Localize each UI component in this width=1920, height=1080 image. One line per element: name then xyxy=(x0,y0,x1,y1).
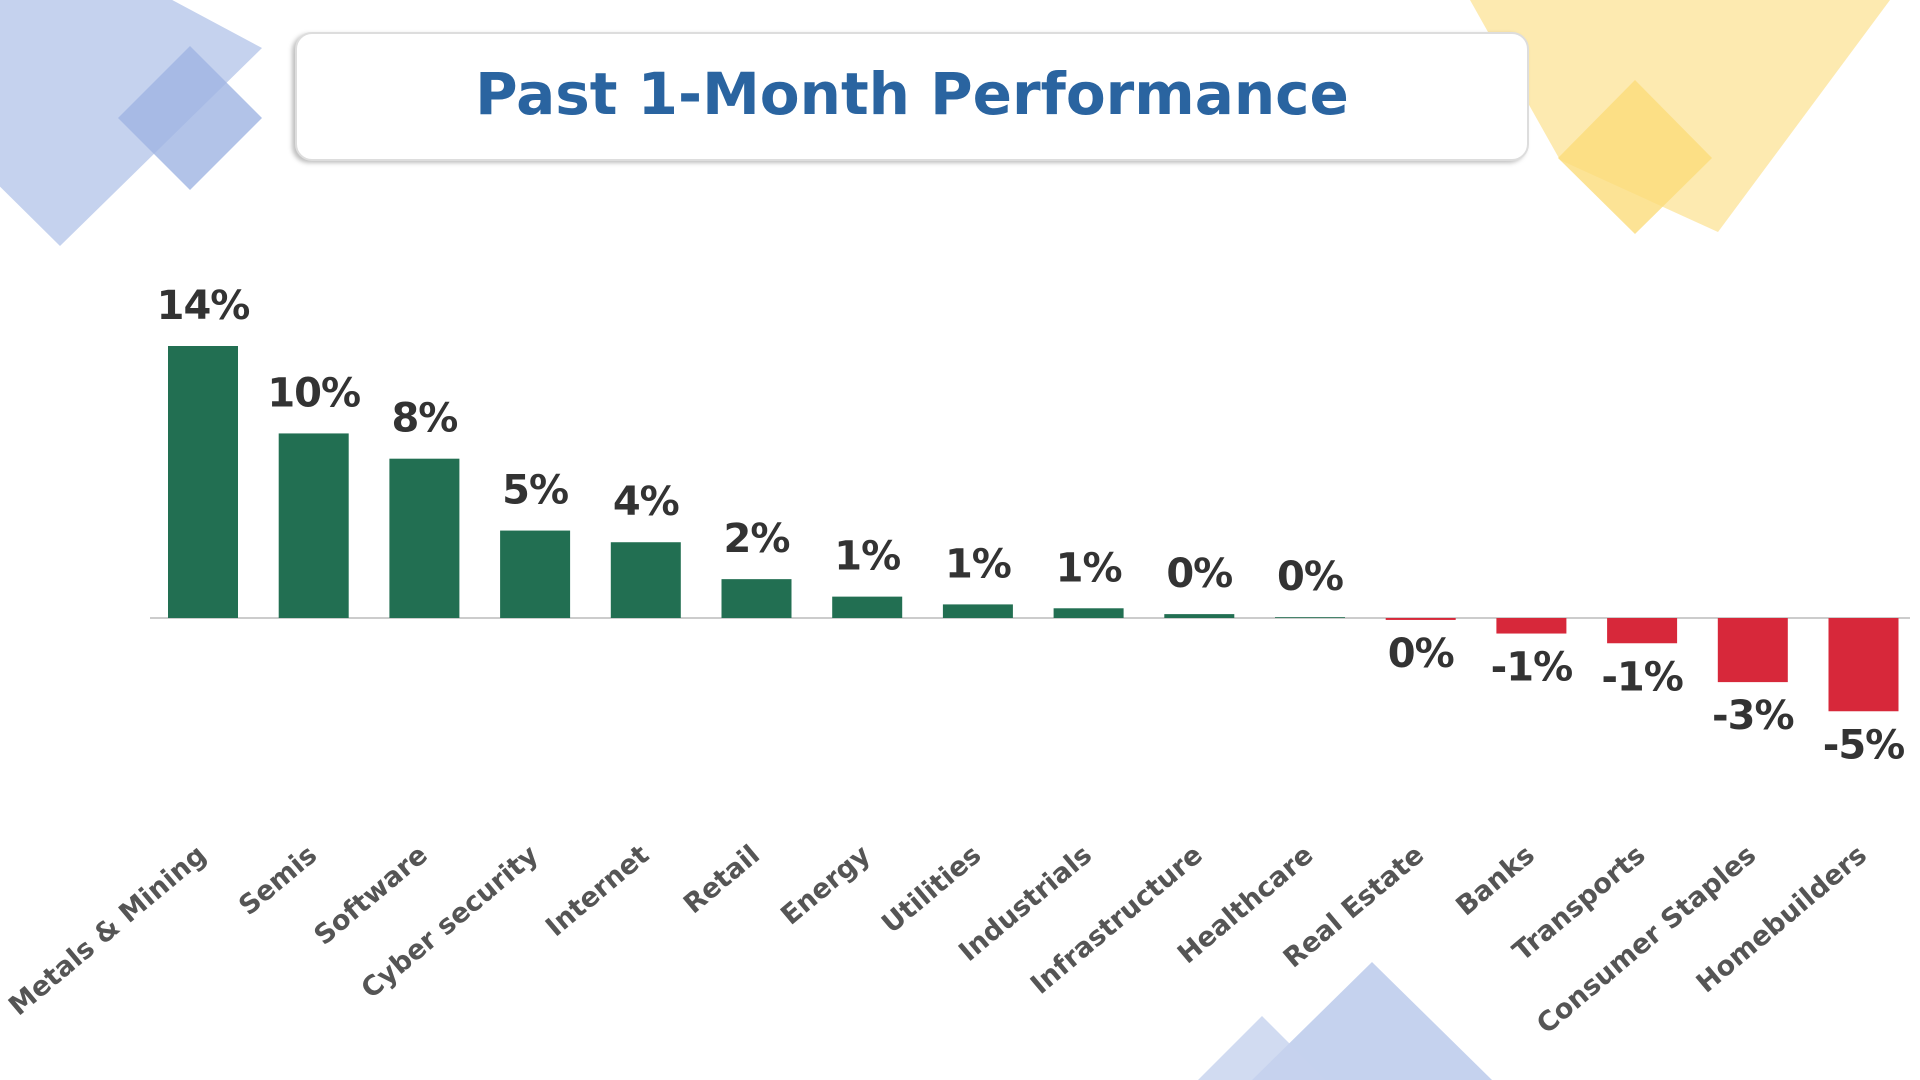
category-label: Utilities xyxy=(876,839,987,939)
value-label: -1% xyxy=(1491,645,1573,691)
value-label: -1% xyxy=(1601,654,1683,700)
value-label: 0% xyxy=(1166,551,1232,597)
category-label: Internet xyxy=(540,839,655,943)
value-label: 0% xyxy=(1388,631,1454,677)
bar xyxy=(1053,608,1124,618)
bar xyxy=(1385,618,1456,620)
bar xyxy=(1828,618,1899,712)
value-label: 1% xyxy=(1056,545,1122,591)
category-label: Banks xyxy=(1450,839,1540,922)
bar xyxy=(1164,614,1235,618)
bar xyxy=(278,433,349,618)
bar xyxy=(1607,618,1678,644)
bar xyxy=(721,579,792,618)
value-label: 1% xyxy=(945,541,1011,587)
bar xyxy=(1717,618,1788,683)
category-label: Retail xyxy=(678,839,766,920)
bar xyxy=(500,530,571,618)
category-label: Semis xyxy=(233,839,323,921)
value-label: -5% xyxy=(1823,722,1905,768)
value-label: 0% xyxy=(1277,554,1343,600)
value-label: -3% xyxy=(1712,693,1794,739)
category-label: Consumer Staples xyxy=(1531,839,1762,1040)
category-label: Metals & Mining xyxy=(3,839,212,1022)
chart-title: Past 1-Month Performance xyxy=(475,60,1349,128)
value-label: 1% xyxy=(834,534,900,580)
bar xyxy=(1275,617,1345,618)
bar xyxy=(168,346,238,618)
bar xyxy=(610,542,681,618)
value-label: 2% xyxy=(724,516,790,562)
value-label: 5% xyxy=(502,468,568,514)
bar xyxy=(389,458,460,618)
bar xyxy=(832,596,903,618)
value-label: 4% xyxy=(613,479,679,525)
value-label: 14% xyxy=(157,283,250,329)
bar xyxy=(942,604,1013,618)
title-box xyxy=(295,32,1529,161)
category-label: Energy xyxy=(775,839,877,931)
value-label: 8% xyxy=(391,396,457,442)
bar xyxy=(1496,618,1567,634)
value-label: 10% xyxy=(267,370,360,416)
